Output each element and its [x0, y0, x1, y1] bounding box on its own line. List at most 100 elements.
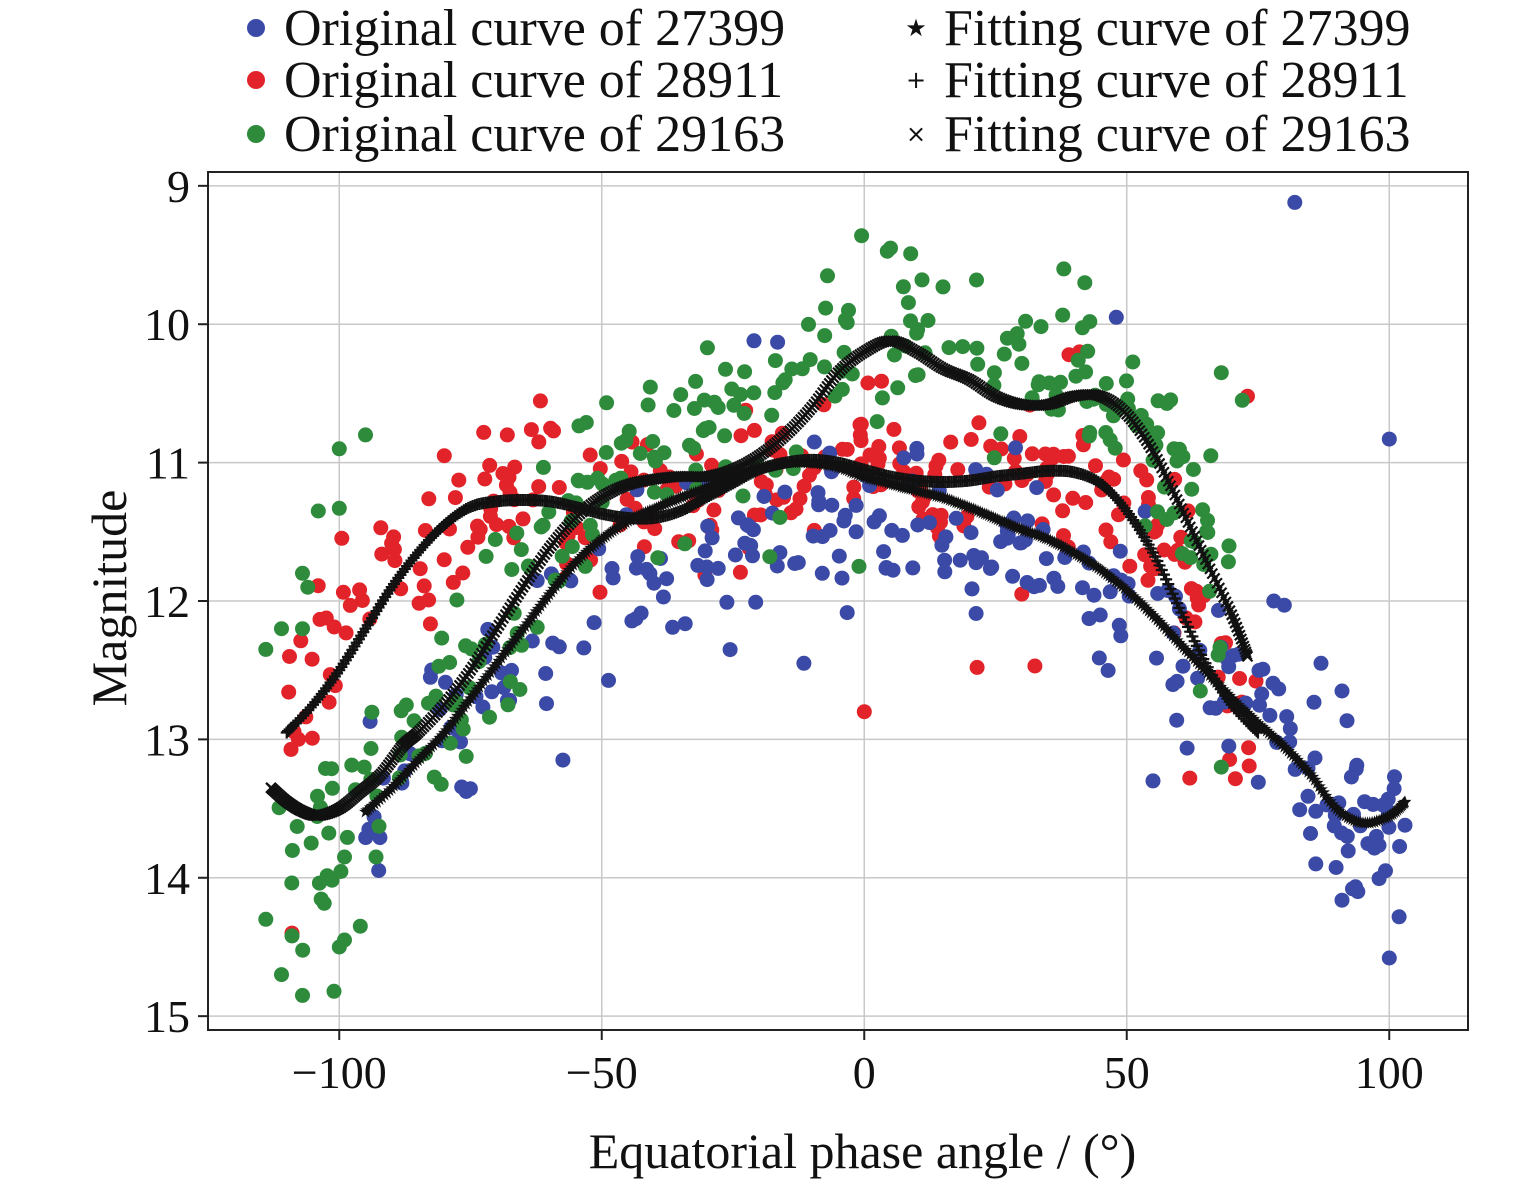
data-point — [1065, 490, 1081, 506]
legend-marker-circle-red-icon — [236, 60, 276, 100]
data-point — [767, 385, 783, 401]
fit-marker-star: ★ — [546, 580, 561, 600]
fit-marker-star: ★ — [1091, 559, 1106, 579]
data-point — [1056, 261, 1072, 277]
data-point — [869, 414, 885, 430]
data-point — [555, 752, 571, 768]
fit-marker-star: ★ — [920, 484, 935, 504]
fit-marker-star: ★ — [979, 505, 994, 525]
fit-marker-star: ★ — [1266, 727, 1281, 747]
data-point — [598, 445, 614, 460]
legend-marker-circle-blue-icon — [236, 8, 276, 48]
data-point — [274, 967, 289, 983]
fit-marker-star: ★ — [959, 497, 974, 517]
data-point — [373, 520, 389, 536]
data-point — [1308, 803, 1324, 819]
data-point — [387, 553, 403, 569]
fit-marker-x — [1236, 636, 1249, 649]
fit-marker-star: ★ — [1167, 629, 1182, 649]
data-point — [614, 453, 630, 469]
data-point — [646, 484, 662, 500]
fit-marker-star: ★ — [395, 768, 410, 788]
fit-marker-star: ★ — [374, 788, 389, 808]
fit-marker-star: ★ — [977, 504, 992, 524]
data-point — [950, 462, 966, 478]
data-point — [1397, 817, 1413, 833]
fit-marker-star: ★ — [607, 520, 622, 540]
legend-label: Original curve of 29163 — [284, 105, 786, 163]
data-point — [1326, 818, 1342, 834]
y-tick-label: 9 — [167, 161, 190, 212]
fit-marker-star: ★ — [1387, 803, 1402, 823]
data-point — [963, 525, 979, 541]
data-point — [515, 511, 531, 527]
fit-marker-star: ★ — [450, 707, 465, 727]
fit-marker-star: ★ — [1117, 579, 1132, 599]
data-point — [903, 246, 919, 262]
legend-item-fitting-28911: + Fitting curve of 28911 — [896, 52, 1409, 109]
fit-marker-star: ★ — [489, 654, 504, 674]
data-point — [993, 426, 1009, 442]
fit-marker-star: ★ — [1367, 812, 1382, 832]
data-point — [295, 565, 310, 581]
data-point — [1250, 774, 1266, 790]
data-point — [1184, 481, 1200, 497]
data-point — [1050, 578, 1066, 594]
fit-marker-star: ★ — [1355, 813, 1370, 833]
fit-marker-star: ★ — [1394, 797, 1409, 817]
fit-marker-star: ★ — [918, 484, 933, 504]
data-point — [686, 401, 702, 416]
data-point — [903, 313, 918, 329]
fit-marker-star: ★ — [507, 631, 522, 651]
data-point — [866, 514, 882, 530]
fit-marker-star: ★ — [931, 487, 946, 507]
data-point — [1137, 503, 1153, 519]
fit-marker-star: ★ — [929, 486, 944, 506]
data-point — [1213, 759, 1229, 775]
data-point — [718, 361, 733, 377]
fit-marker-star: ★ — [1176, 638, 1191, 658]
data-point — [1038, 551, 1054, 567]
data-point — [630, 549, 646, 565]
fit-marker-star: ★ — [1333, 803, 1348, 823]
x-mark-icon: × — [905, 120, 927, 148]
data-point — [1098, 522, 1114, 538]
data-point — [848, 497, 864, 513]
data-point — [1387, 769, 1402, 785]
fit-marker-star: ★ — [1305, 768, 1320, 788]
fit-marker-star: ★ — [1049, 534, 1064, 554]
data-point — [696, 392, 712, 408]
legend-item-original-27399: Original curve of 27399 — [236, 0, 785, 57]
fit-marker-star: ★ — [1047, 533, 1062, 553]
fit-marker-star: ★ — [913, 482, 928, 502]
data-point — [1031, 374, 1047, 390]
data-point — [1381, 950, 1397, 966]
fit-marker-star: ★ — [568, 553, 583, 573]
red-dot-icon — [247, 71, 265, 89]
fit-marker-star: ★ — [1382, 807, 1397, 827]
fit-marker-star: ★ — [1174, 636, 1189, 656]
fit-marker-star: ★ — [1257, 720, 1272, 740]
fit-marker-x — [1235, 633, 1248, 645]
fit-marker-star: ★ — [970, 502, 985, 522]
fit-marker-star: ★ — [592, 532, 607, 552]
data-point — [551, 573, 567, 589]
fit-marker-star: ★ — [1099, 565, 1114, 585]
fit-marker-star: ★ — [502, 637, 517, 657]
fit-marker-star: ★ — [668, 490, 683, 510]
fit-marker-star: ★ — [601, 525, 616, 545]
fit-marker-star: ★ — [542, 585, 557, 605]
data-point — [701, 420, 717, 435]
fit-marker-star: ★ — [1272, 733, 1287, 753]
fit-marker-star: ★ — [1395, 795, 1410, 815]
fit-marker-star: ★ — [1058, 539, 1073, 559]
data-point — [933, 507, 949, 523]
data-point — [422, 616, 438, 632]
data-point — [853, 433, 869, 449]
data-point — [1070, 352, 1086, 368]
fit-marker-star: ★ — [598, 526, 613, 546]
fit-marker-star: ★ — [1128, 589, 1143, 609]
fit-marker-star: ★ — [1331, 802, 1346, 822]
data-point — [772, 509, 788, 525]
data-point — [894, 527, 910, 543]
